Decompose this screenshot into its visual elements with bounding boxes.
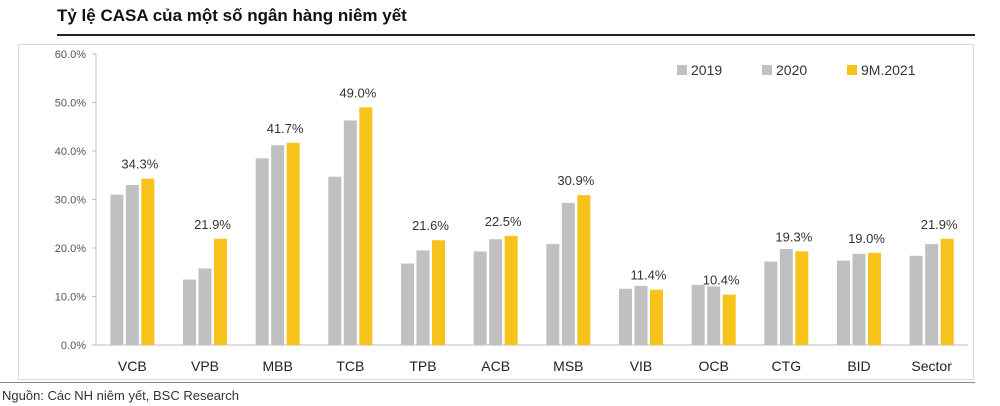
- bar-9m-2021-tcb: [359, 107, 373, 345]
- data-label: 30.9%: [557, 173, 594, 188]
- x-category-label: VPB: [191, 358, 219, 374]
- bar-2019-vcb: [110, 194, 124, 345]
- bar-9m-2021-ctg: [795, 251, 809, 345]
- title-underline: [57, 34, 975, 36]
- bar-2019-sector: [909, 255, 923, 345]
- bar-2020-bid: [852, 253, 866, 345]
- bar-2019-bid: [837, 260, 850, 345]
- data-label: 21.9%: [921, 217, 958, 232]
- bar-2019-mbb: [255, 158, 269, 345]
- bar-9m-2021-vib: [650, 289, 663, 345]
- bar-9m-2021-tpb: [432, 240, 445, 345]
- chart-frame: [18, 44, 974, 380]
- y-tick-label: 40.0%: [55, 146, 86, 158]
- bar-2019-tcb: [328, 176, 342, 345]
- bar-9m-2021-mbb: [286, 142, 300, 345]
- bar-2020-vib: [634, 285, 648, 345]
- bar-9m-2021-msb: [577, 195, 591, 345]
- bar-9m-2021-sector: [940, 238, 954, 345]
- bar-2020-tcb: [343, 120, 357, 345]
- y-tick-label: 60.0%: [55, 49, 86, 61]
- x-category-label: BID: [847, 358, 870, 374]
- chart-title: Tỷ lệ CASA của một số ngân hàng niêm yết: [57, 6, 407, 25]
- bar-9m-2021-ocb: [722, 294, 736, 345]
- data-label: 10.4%: [703, 273, 740, 288]
- bar-2019-msb: [546, 244, 560, 345]
- data-label: 41.7%: [267, 121, 304, 136]
- x-category-label: TCB: [336, 358, 364, 374]
- data-label: 22.5%: [485, 214, 522, 229]
- bar-2020-tpb: [416, 250, 430, 345]
- legend-label: 2020: [776, 62, 807, 78]
- data-label: 19.3%: [775, 229, 812, 244]
- bar-2020-sector: [925, 244, 939, 345]
- x-category-label: VCB: [118, 358, 147, 374]
- legend-swatch: [677, 65, 687, 75]
- bar-chart: 0.0% 10.0% 20.0% 30.0% 40.0% 50.0% 60.0% 34.3% V…: [55, 49, 968, 374]
- legend-label: 2019: [691, 62, 722, 78]
- bar-2020-msb: [561, 202, 575, 345]
- x-category-label: CTG: [772, 358, 802, 374]
- bar-9m-2021-vpb: [214, 238, 227, 345]
- data-label: 11.4%: [631, 268, 667, 283]
- bar-2019-vpb: [183, 279, 196, 345]
- y-tick-label: 50.0%: [55, 98, 86, 110]
- y-tick-label: 20.0%: [55, 243, 86, 255]
- bar-2019-acb: [473, 251, 487, 345]
- bar-2020-ocb: [707, 286, 721, 345]
- source-divider: [0, 382, 975, 383]
- x-category-label: MBB: [262, 358, 292, 374]
- bar-2020-vcb: [125, 184, 139, 345]
- x-category-label: Sector: [911, 358, 952, 374]
- data-label: 21.9%: [194, 217, 231, 232]
- legend-label: 9M.2021: [861, 62, 916, 78]
- data-label: 19.0%: [848, 231, 885, 246]
- x-category-label: MSB: [553, 358, 583, 374]
- bar-9m-2021-acb: [504, 235, 518, 345]
- bar-2020-acb: [489, 239, 503, 345]
- bar-2019-ctg: [764, 261, 778, 345]
- bar-2020-vpb: [198, 268, 212, 345]
- y-tick-label: 10.0%: [55, 292, 86, 304]
- legend-swatch: [762, 65, 772, 75]
- y-tick-label: 0.0%: [61, 340, 86, 352]
- x-category-label: TPB: [409, 358, 436, 374]
- bar-2020-mbb: [271, 145, 285, 345]
- source-note: Nguồn: Các NH niêm yết, BSC Research: [2, 388, 239, 403]
- y-tick-label: 30.0%: [55, 195, 86, 207]
- bar-9m-2021-vcb: [141, 178, 155, 345]
- bar-2020-ctg: [779, 248, 793, 345]
- x-category-label: OCB: [698, 358, 728, 374]
- bar-2019-tpb: [401, 263, 414, 345]
- bar-2019-vib: [619, 288, 632, 345]
- bar-9m-2021-bid: [868, 252, 881, 345]
- legend-swatch: [847, 65, 857, 75]
- data-label: 34.3%: [121, 157, 158, 172]
- x-category-label: ACB: [481, 358, 510, 374]
- data-label: 49.0%: [339, 85, 376, 100]
- data-label: 21.6%: [412, 218, 449, 233]
- bar-2019-ocb: [691, 284, 705, 345]
- x-category-label: VIB: [630, 358, 653, 374]
